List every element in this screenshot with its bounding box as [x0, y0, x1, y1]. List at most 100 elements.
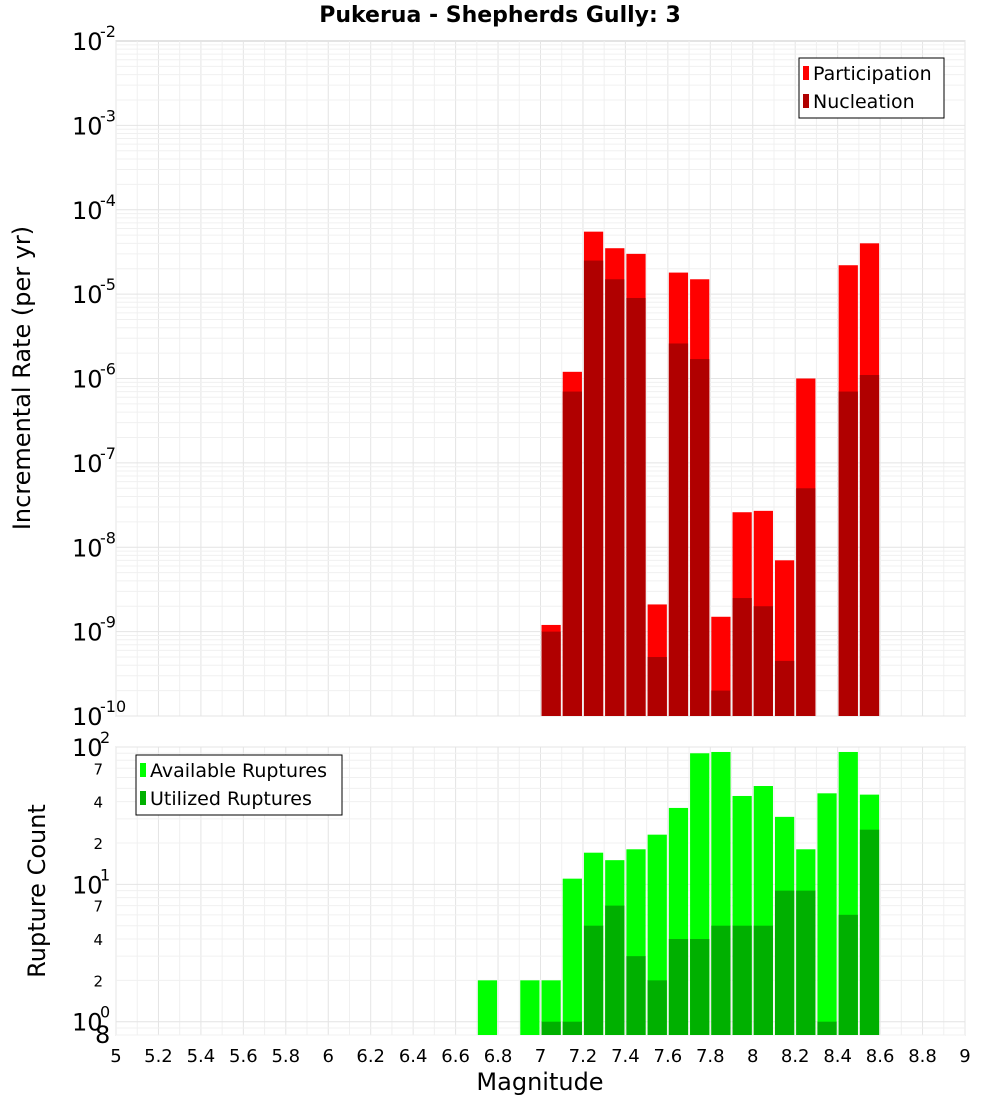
- nucleation-bar: [838, 391, 858, 716]
- chart-title: Pukerua - Shepherds Gully: 3: [319, 3, 681, 28]
- bottom-y-tick-minor-label: 7: [93, 898, 103, 916]
- utilized-bar: [647, 980, 667, 1035]
- utilized-bar: [711, 925, 731, 1035]
- nucleation-bar: [774, 660, 795, 716]
- bottom-y-tick-exponent: 1: [100, 865, 110, 884]
- bottom-y-tick-label: 10: [72, 734, 103, 762]
- x-tick-label: 6.2: [356, 1046, 385, 1067]
- utilized-bar: [817, 1021, 837, 1035]
- utilized-bar: [605, 905, 625, 1035]
- utilized-bar: [541, 1021, 561, 1035]
- legend-swatch-available: [140, 763, 146, 777]
- x-ticks: 5 5.2 5.4 5.6 5.8 6 6.2 6.4 6.6 6.8 7 7.2 7.4 7.6 7.8 8…: [110, 1046, 970, 1067]
- legend-swatch-utilized: [140, 791, 146, 805]
- utilized-bar: [774, 890, 795, 1035]
- bottom-y-tick-bottom-label: 8: [95, 1021, 110, 1049]
- x-tick-label: 6.8: [484, 1046, 513, 1067]
- top-y-tick-exponent: -7: [100, 444, 116, 463]
- x-tick-label: 7.4: [611, 1046, 640, 1067]
- bottom-y-tick-minor-label: 2: [93, 835, 103, 853]
- top-y-tick-exponent: -6: [100, 360, 116, 379]
- top-legend-box: [798, 57, 945, 119]
- x-tick-label: 5: [110, 1046, 121, 1067]
- available-bar: [817, 793, 837, 1035]
- bottom-y-tick-label: 10: [72, 871, 103, 899]
- nucleation-bar: [796, 488, 816, 716]
- top-y-tick-label: 10: [72, 28, 103, 56]
- nucleation-bar: [753, 606, 773, 716]
- utilized-bar: [859, 829, 880, 1035]
- x-tick-label: 9: [959, 1046, 970, 1067]
- utilized-bar: [753, 925, 773, 1035]
- available-bar: [520, 980, 540, 1035]
- legend-label-participation: Participation: [813, 63, 932, 85]
- legend-label-available: Available Ruptures: [150, 760, 327, 782]
- legend-swatch-participation: [803, 66, 809, 80]
- nucleation-bar: [690, 359, 710, 716]
- bottom-y-tick-minor-label: 4: [93, 794, 103, 812]
- legend-label-utilized: Utilized Ruptures: [150, 788, 312, 810]
- utilized-bar: [626, 956, 646, 1035]
- available-bar: [477, 980, 498, 1035]
- bottom-y-tick-exponent: 2: [100, 728, 110, 747]
- bottom-y-axis-title: Rupture Count: [23, 804, 51, 978]
- x-tick-label: 5.2: [144, 1046, 173, 1067]
- utilized-bar: [732, 925, 752, 1035]
- top-y-tick-exponent: -2: [100, 22, 116, 41]
- x-tick-label: 8.4: [823, 1046, 852, 1067]
- bottom-y-tick-minor-label: 4: [93, 931, 103, 949]
- x-tick-label: 8: [747, 1046, 758, 1067]
- top-y-axis-title: Incremental Rate (per yr): [8, 226, 36, 530]
- top-y-tick-exponent: -4: [100, 191, 116, 210]
- available-bar: [541, 980, 561, 1035]
- bottom-y-tick-label: 10: [72, 1009, 103, 1037]
- top-y-tick-exponent: -3: [100, 106, 116, 125]
- x-tick-label: 7.8: [696, 1046, 725, 1067]
- bottom-y-tick-exponent: 0: [100, 1003, 110, 1022]
- top-y-tick-label: 10: [72, 703, 103, 731]
- utilized-bar: [796, 890, 816, 1035]
- available-bar: [562, 878, 582, 1035]
- x-tick-label: 6.6: [441, 1046, 470, 1067]
- utilized-bar: [668, 939, 689, 1035]
- nucleation-bar: [732, 598, 752, 716]
- utilized-bar: [562, 1021, 582, 1035]
- top-y-tick-label: 10: [72, 197, 103, 225]
- utilized-bar: [838, 914, 858, 1035]
- top-bars: [541, 231, 880, 717]
- top-y-tick-label: 10: [72, 112, 103, 140]
- x-tick-label: 6.4: [399, 1046, 428, 1067]
- legend-label-nucleation: Nucleation: [813, 91, 915, 113]
- top-y-tick-exponent: -8: [100, 528, 116, 547]
- x-tick-label: 7.2: [569, 1046, 598, 1067]
- x-tick-label: 5.8: [271, 1046, 300, 1067]
- top-y-tick-exponent: -9: [100, 613, 116, 632]
- bottom-y-tick-minor-label: 2: [93, 972, 103, 990]
- x-tick-label: 7: [535, 1046, 546, 1067]
- x-tick-label: 5.4: [187, 1046, 216, 1067]
- utilized-bar: [583, 925, 604, 1035]
- nucleation-bar: [605, 279, 625, 716]
- legend-swatch-nucleation: [803, 94, 809, 108]
- nucleation-bar: [541, 631, 561, 716]
- bottom-bars: [477, 751, 880, 1035]
- top-y-tick-label: 10: [72, 450, 103, 478]
- top-legend: Participation Nucleation: [798, 57, 945, 119]
- top-y-tick-label: 10: [72, 366, 103, 394]
- top-y-tick-exponent: -10: [100, 697, 126, 716]
- x-tick-label: 7.6: [654, 1046, 683, 1067]
- nucleation-bar: [647, 657, 667, 716]
- top-grid: [115, 41, 966, 717]
- nucleation-bar: [859, 375, 880, 716]
- x-tick-label: 6: [323, 1046, 334, 1067]
- nucleation-bar: [626, 297, 646, 716]
- nucleation-bar: [711, 690, 731, 716]
- x-tick-label: 8.6: [866, 1046, 895, 1067]
- top-y-tick-label: 10: [72, 619, 103, 647]
- nucleation-bar: [562, 391, 582, 716]
